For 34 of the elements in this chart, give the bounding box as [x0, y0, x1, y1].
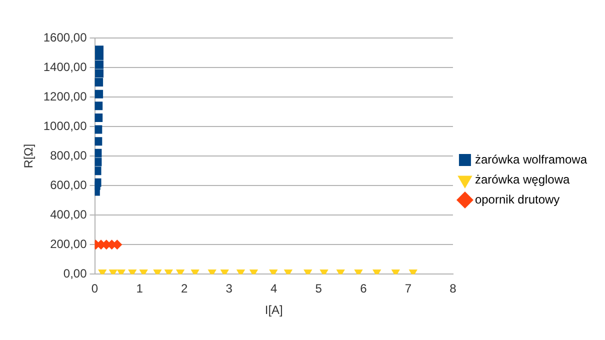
y-tick-label: 1600,00: [43, 30, 88, 44]
point: [94, 148, 102, 158]
y-tick-label: 1000,00: [43, 118, 88, 133]
y-tick-label: 600,00: [50, 178, 88, 192]
y-axis-title: R[Ω]: [22, 144, 36, 168]
point: [94, 166, 102, 176]
point: [94, 125, 102, 134]
x-tick-label: 0: [91, 282, 98, 296]
y-tick-label: 0,00: [63, 266, 88, 281]
legend-label: żarówka wolframowa: [474, 152, 588, 166]
y-tick-label: 800,00: [50, 148, 88, 162]
point: [94, 90, 104, 98]
point: [95, 60, 104, 69]
x-tick-label: 7: [404, 282, 412, 296]
point: [94, 113, 103, 122]
point: [94, 102, 103, 110]
y-tick-label: 1400,00: [43, 60, 88, 74]
y-tick-label: 200,00: [50, 236, 88, 251]
x-tick-label: 5: [315, 282, 322, 296]
x-tick-label: 3: [226, 282, 233, 296]
x-tick-label: 1: [136, 282, 144, 296]
x-tick-label: 4: [270, 282, 278, 296]
legend-label: żarówka węglowa: [474, 172, 570, 186]
y-tick-label: 1200,00: [43, 89, 88, 104]
point: [94, 78, 104, 87]
point: [94, 137, 102, 146]
x-tick-label: 2: [180, 282, 188, 296]
legend-label: opornik drutowy: [474, 192, 560, 206]
point: [95, 69, 104, 78]
point: [94, 178, 102, 187]
y-tick-label: 400,00: [50, 207, 88, 222]
x-tick-label: 8: [450, 282, 457, 296]
x-tick-label: 6: [360, 282, 368, 296]
x-axis-title: I[A]: [264, 303, 283, 318]
